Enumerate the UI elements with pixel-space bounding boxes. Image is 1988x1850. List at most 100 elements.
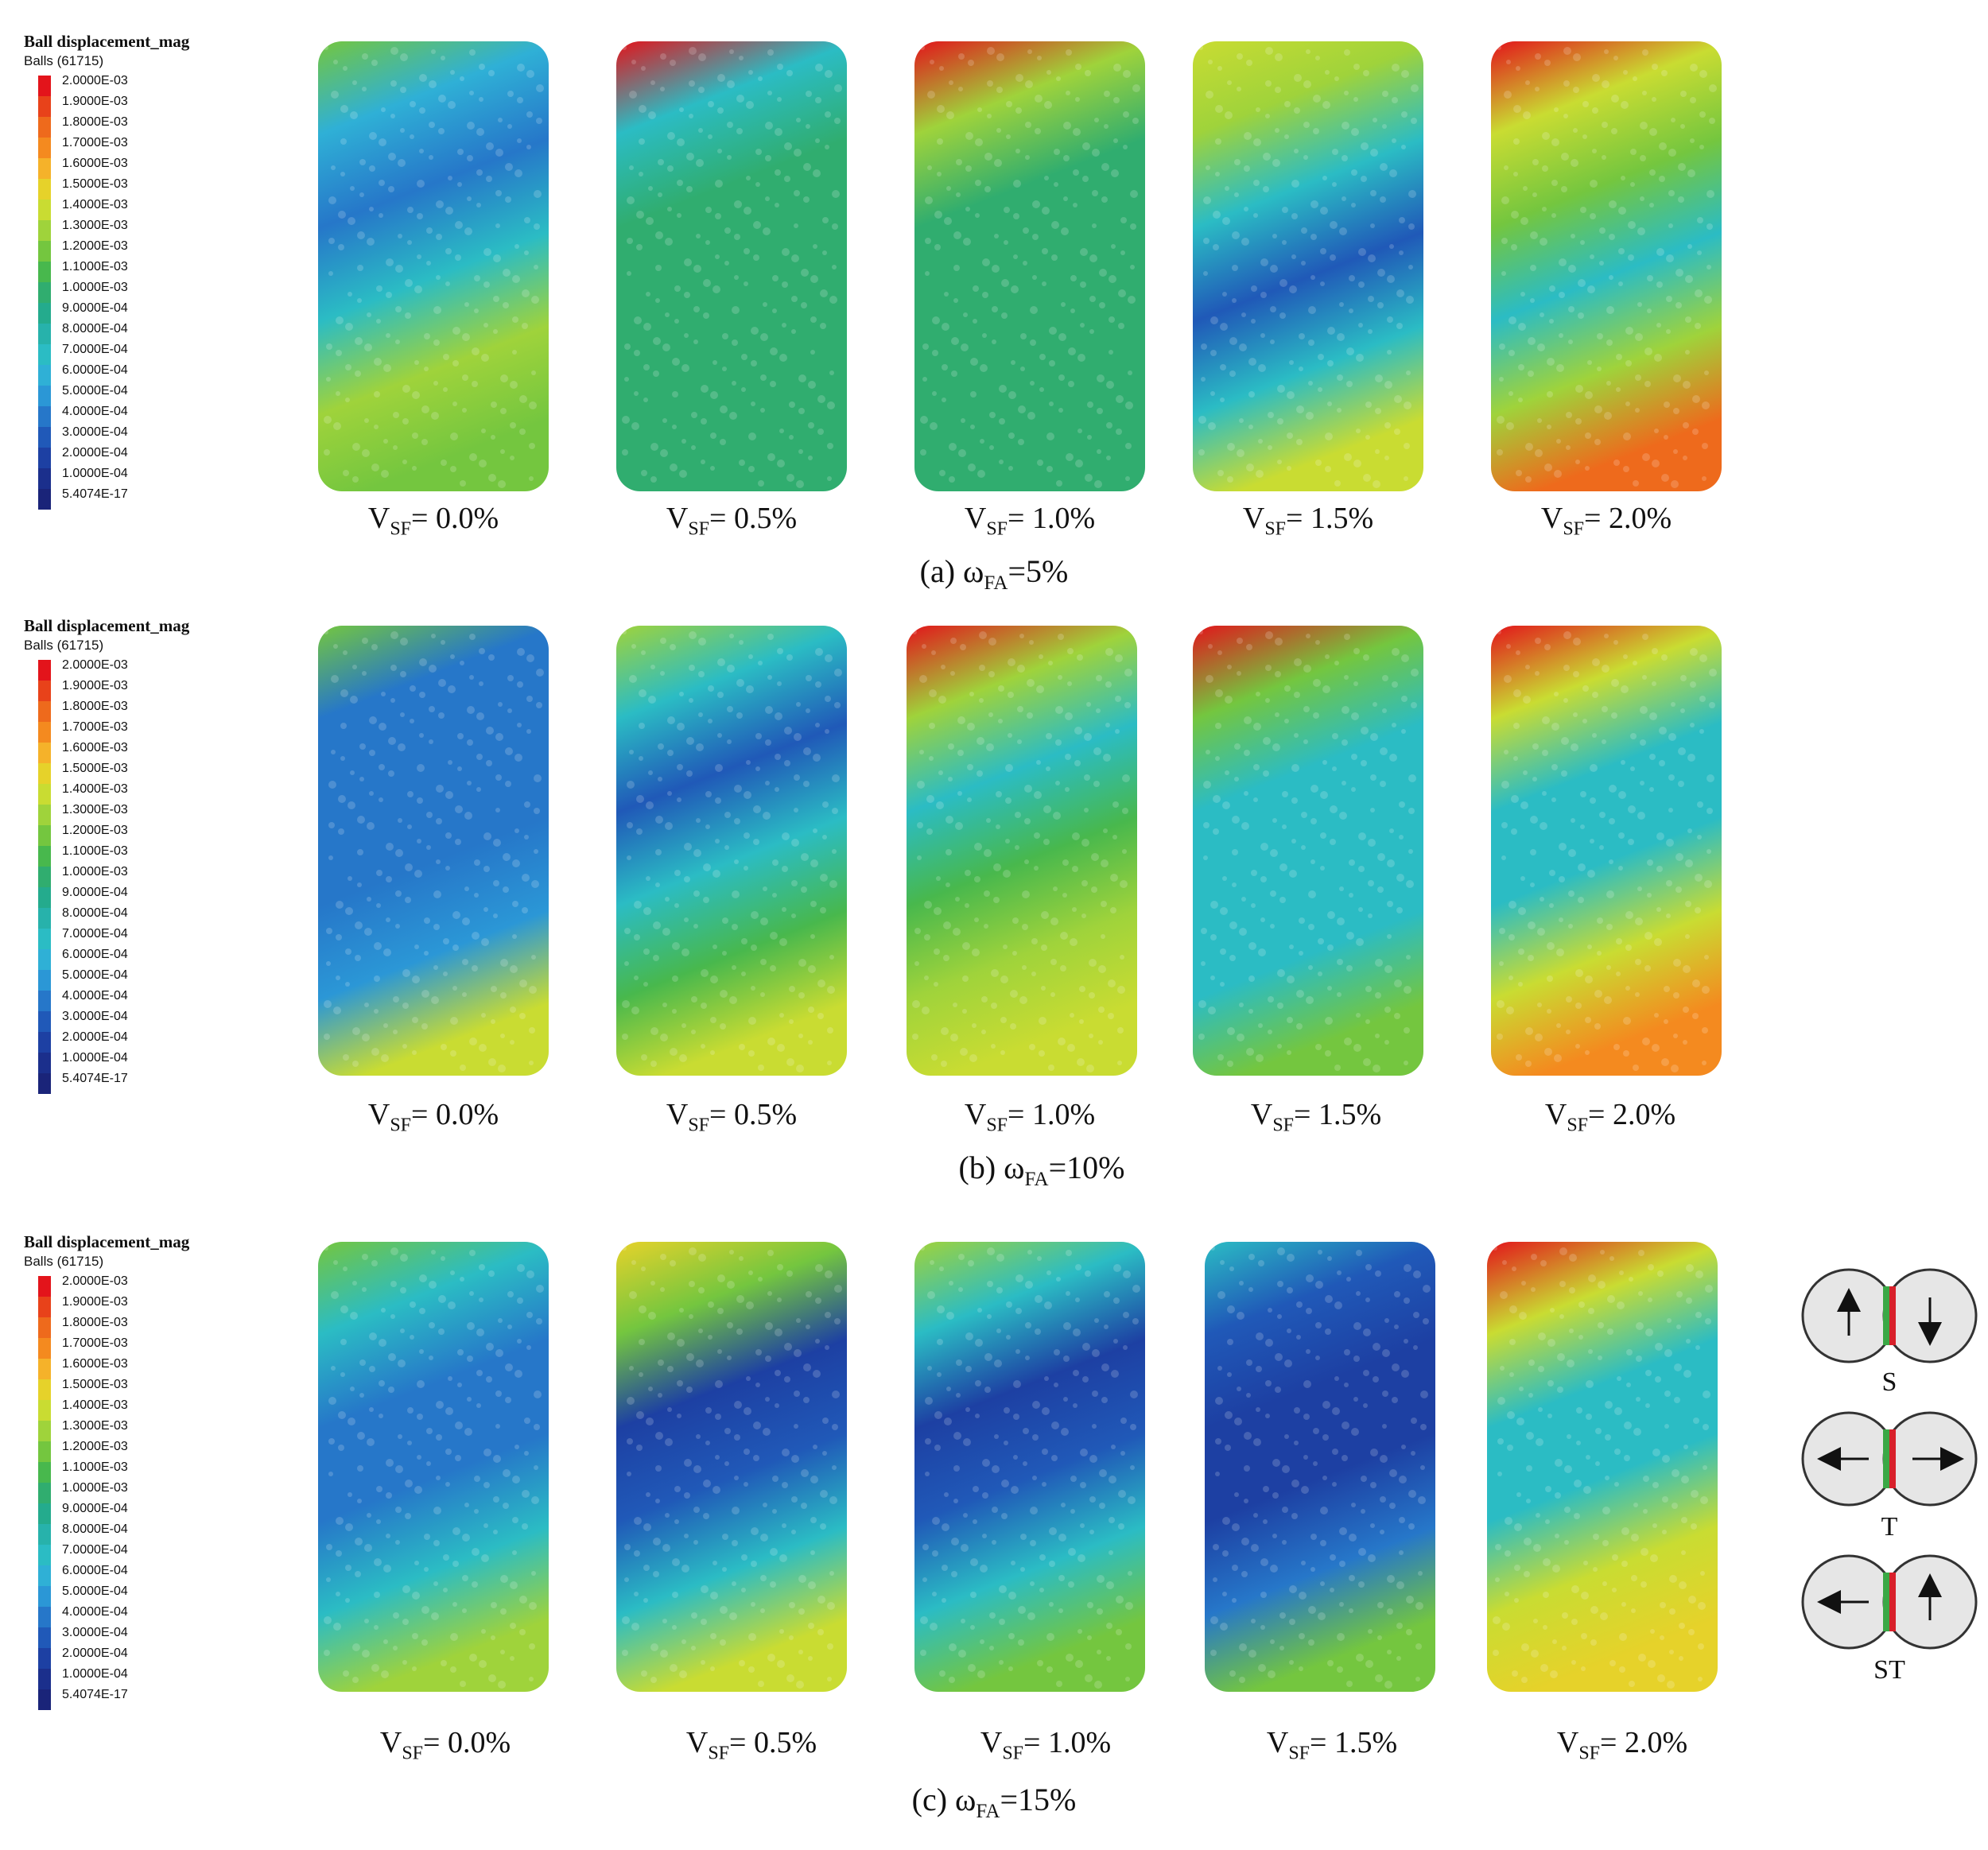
vsf-label: VSF= 1.0%: [980, 1726, 1112, 1764]
specimen-displacement-field: [1205, 1242, 1435, 1692]
contact-mode-schematic: S T ST: [1793, 1264, 1988, 1717]
specimen-image: [907, 1232, 1153, 1701]
legend-swatch: [38, 241, 51, 262]
legend-swatch: [38, 887, 51, 908]
legend-value: 1.0000E-03: [62, 1481, 128, 1495]
legend-value: 1.2000E-03: [62, 1440, 128, 1453]
color-legend: Ball displacement_mag Balls (61715) 2.00…: [24, 1232, 247, 1710]
legend-swatch: [38, 76, 51, 96]
legend-value: 4.0000E-04: [62, 405, 128, 418]
specimen-body: [1491, 41, 1722, 491]
schematic-label-st: ST: [1873, 1655, 1905, 1685]
legend-value: 9.0000E-04: [62, 1502, 128, 1515]
specimen-displacement-field: [1491, 626, 1722, 1076]
legend-value: 3.0000E-04: [62, 425, 128, 439]
specimen-body: [914, 41, 1145, 491]
legend-subtitle: Balls (61715): [24, 53, 104, 68]
legend-swatch: [38, 1545, 51, 1565]
legend-swatch: [38, 1276, 51, 1297]
vsf-label: VSF= 0.5%: [685, 1726, 817, 1764]
legend-value: 9.0000E-04: [62, 301, 128, 315]
legend-swatch: [38, 1400, 51, 1421]
legend-value: 1.6000E-03: [62, 741, 128, 754]
legend-value: 1.7000E-03: [62, 1336, 128, 1350]
legend-value: 1.6000E-03: [62, 1357, 128, 1371]
legend-swatch: [38, 1441, 51, 1462]
legend-swatch: [38, 1565, 51, 1586]
specimen-displacement-field: [907, 626, 1137, 1076]
specimen-displacement-field: [1487, 1242, 1718, 1692]
legend-swatch: [38, 406, 51, 427]
legend-value: 1.9000E-03: [62, 1295, 128, 1309]
specimen-body: [616, 626, 847, 1076]
legend-swatch: [38, 324, 51, 344]
specimen-image: [1197, 1232, 1443, 1701]
legend-swatch: [38, 908, 51, 929]
legend-swatch: [38, 1648, 51, 1669]
legend-value: 3.0000E-04: [62, 1010, 128, 1023]
legend-swatch: [38, 1032, 51, 1053]
legend-value: 2.0000E-04: [62, 1030, 128, 1044]
vsf-label: VSF= 0.0%: [379, 1726, 511, 1764]
legend-swatch: [38, 200, 51, 220]
legend-value: 1.4000E-03: [62, 1398, 128, 1412]
legend-value: 5.0000E-04: [62, 968, 128, 982]
legend-value: 6.0000E-04: [62, 1564, 128, 1577]
legend-swatch: [38, 701, 51, 722]
legend-value: 1.4000E-03: [62, 198, 128, 211]
legend-value: 6.0000E-04: [62, 363, 128, 377]
vsf-label: VSF= 0.5%: [666, 1098, 798, 1136]
legend-swatch: [38, 1607, 51, 1627]
specimen-image: [1483, 32, 1730, 501]
row-c: Ball displacement_mag Balls (61715) 2.00…: [0, 1232, 1988, 1836]
specimen-displacement-field: [914, 41, 1145, 491]
specimen-body: [914, 1242, 1145, 1692]
specimen-displacement-field: [318, 41, 549, 491]
vsf-label: VSF= 1.0%: [964, 502, 1096, 540]
legend-value: 8.0000E-04: [62, 1522, 128, 1536]
specimen-displacement-field: [1491, 41, 1722, 491]
legend-value: 5.0000E-04: [62, 1584, 128, 1598]
legend-value: 2.0000E-04: [62, 1646, 128, 1660]
legend-value: 1.0000E-04: [62, 1051, 128, 1065]
legend-value: 8.0000E-04: [62, 906, 128, 920]
specimen-image: [310, 616, 557, 1085]
legend-value: 1.9000E-03: [62, 679, 128, 692]
legend-swatch: [38, 743, 51, 763]
legend-swatch: [38, 1627, 51, 1648]
legend-color-bar: [38, 1276, 51, 1710]
legend-value: 1.2000E-03: [62, 824, 128, 837]
contact-diagram-3: [1801, 1554, 1978, 1650]
legend-color-bar: [38, 660, 51, 1094]
legend-swatch: [38, 427, 51, 448]
legend-swatch: [38, 448, 51, 468]
legend-swatch: [38, 970, 51, 991]
legend-value: 1.9000E-03: [62, 95, 128, 108]
legend-value: 4.0000E-04: [62, 1605, 128, 1619]
schematic-label-t: T: [1881, 1512, 1898, 1542]
contact-diagram-2: [1801, 1411, 1978, 1507]
legend-value: 2.0000E-04: [62, 446, 128, 460]
legend-swatch: [38, 303, 51, 324]
specimen-image: [1185, 616, 1431, 1085]
legend-swatch: [38, 1053, 51, 1073]
specimen-displacement-field: [1193, 41, 1423, 491]
row-b: Ball displacement_mag Balls (61715) 2.00…: [0, 616, 1988, 1220]
legend-value-labels: 2.0000E-03 1.9000E-03 1.8000E-03 1.7000E-03…: [62, 655, 128, 1089]
legend-swatch: [38, 1669, 51, 1689]
contact-mode-diagrams: [1801, 1268, 1978, 1650]
legend-swatch: [38, 489, 51, 510]
specimen-displacement-field: [914, 1242, 1145, 1692]
specimen-image: [1185, 32, 1431, 501]
vsf-label: VSF= 2.0%: [1540, 502, 1672, 540]
legend-value: 8.0000E-04: [62, 322, 128, 335]
legend-value: 1.1000E-03: [62, 844, 128, 858]
legend-value: 7.0000E-04: [62, 1543, 128, 1557]
legend-title: Ball displacement_mag: [24, 616, 190, 635]
specimen-displacement-field: [318, 626, 549, 1076]
legend-value: 1.0000E-03: [62, 281, 128, 294]
legend-swatch: [38, 220, 51, 241]
row-a: Ball displacement_mag Balls (61715) 2.00…: [0, 32, 1988, 636]
legend-swatch: [38, 763, 51, 784]
specimen-body: [318, 626, 549, 1076]
